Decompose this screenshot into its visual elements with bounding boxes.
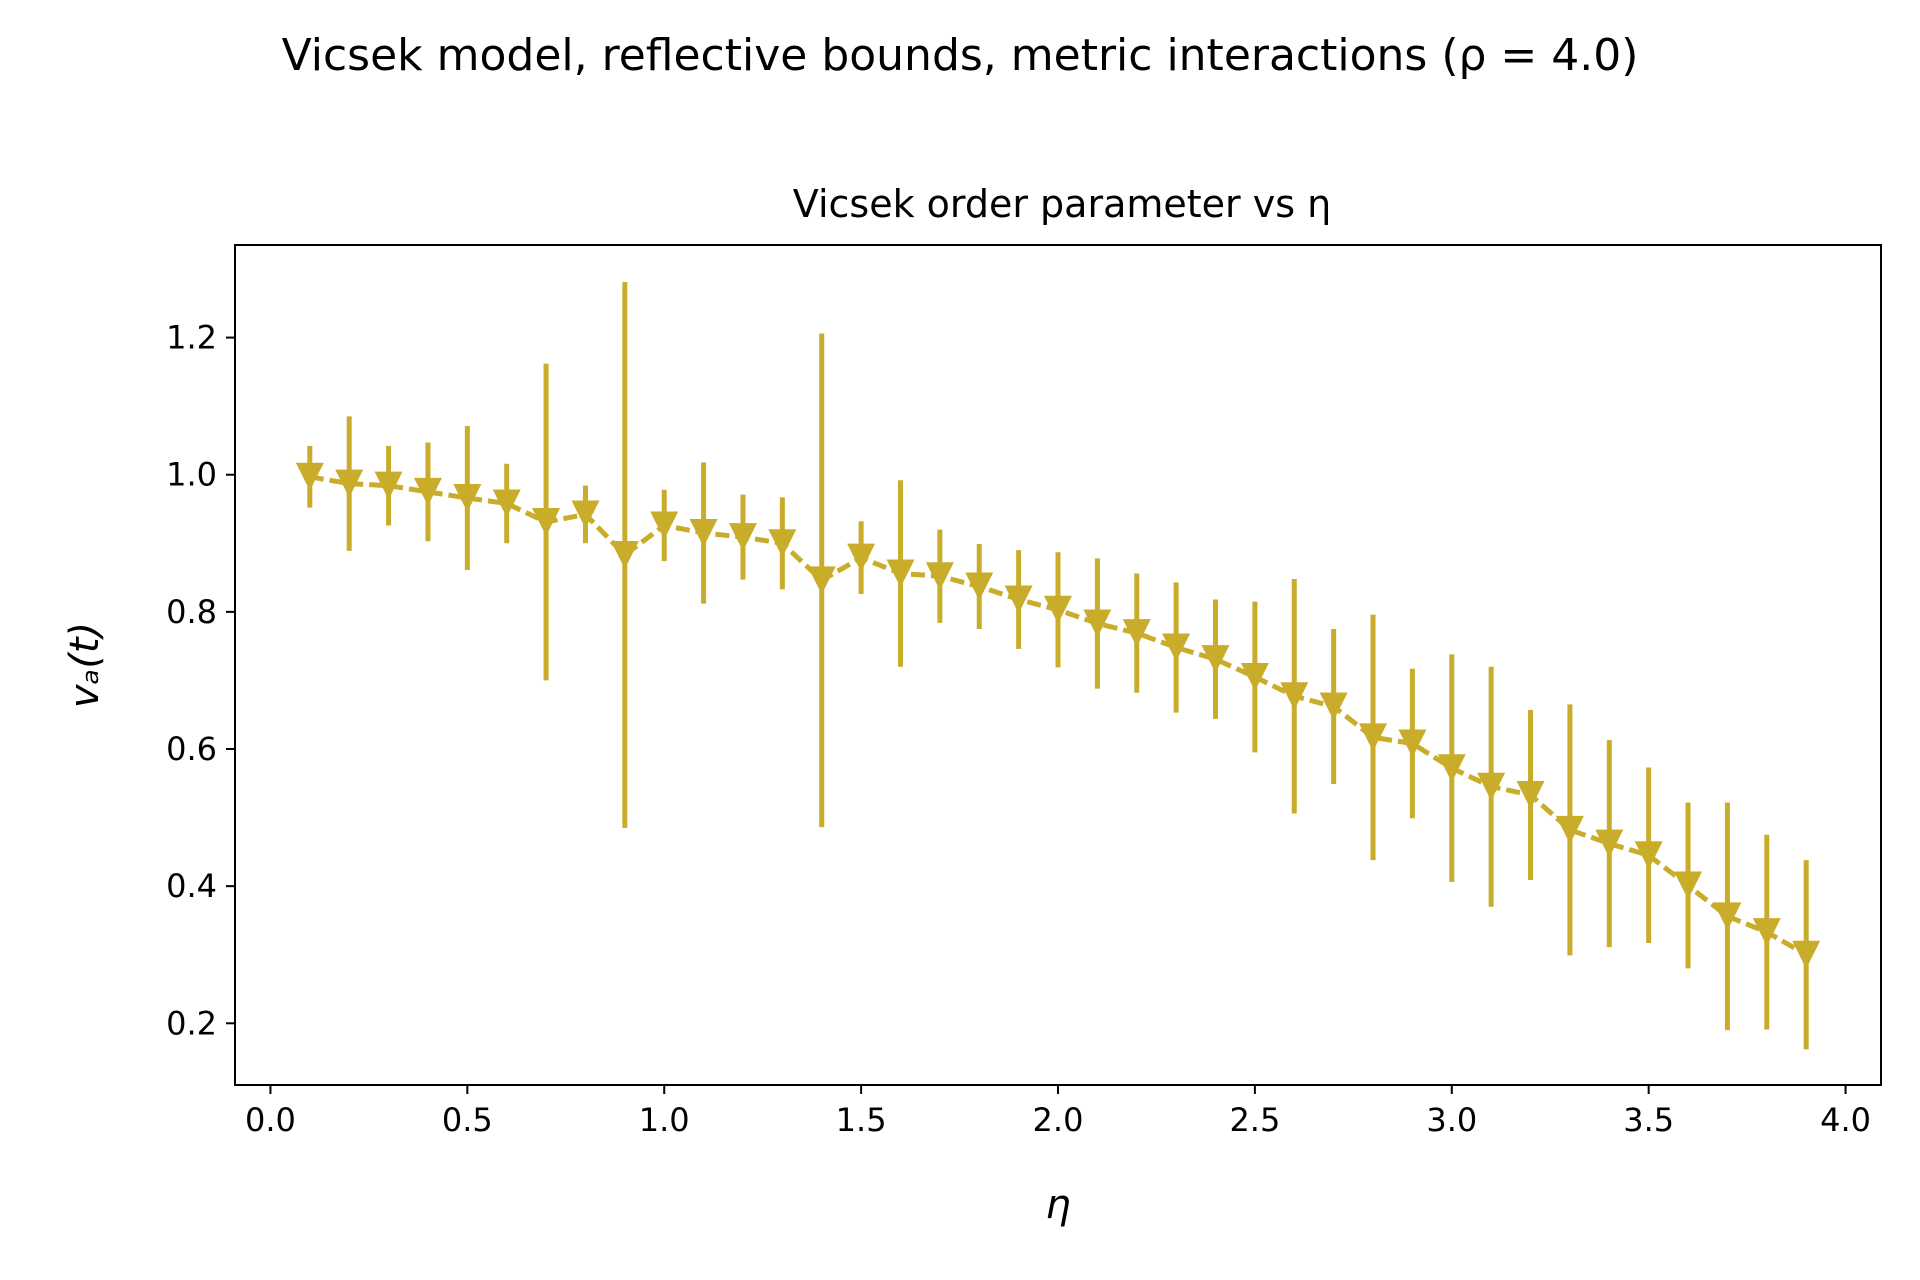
data-point-marker	[1752, 918, 1781, 947]
x-tick-label: 2.5	[1229, 1101, 1280, 1139]
y-tick-label: 0.4	[166, 867, 217, 905]
y-tick-label: 1.2	[166, 319, 217, 357]
data-point-marker	[847, 543, 876, 572]
data-point-marker	[1240, 663, 1269, 691]
data-point-marker	[1319, 692, 1348, 721]
chart-title: Vicsek order parameter vs η	[793, 182, 1331, 226]
data-point-marker	[1122, 619, 1151, 648]
x-tick-label: 3.0	[1426, 1101, 1477, 1139]
data-point-marker	[492, 489, 521, 518]
data-point-marker	[610, 540, 639, 569]
data-point-marker	[453, 484, 482, 513]
series-line	[309, 474, 1808, 957]
data-point-marker	[1595, 829, 1624, 858]
data-point-marker	[1004, 585, 1033, 614]
x-tick-label: 4.0	[1820, 1101, 1871, 1139]
data-point-marker	[532, 508, 561, 537]
data-point-marker	[1201, 645, 1230, 674]
data-point-marker	[965, 572, 994, 601]
data-point-marker	[295, 462, 324, 491]
data-point-marker	[374, 471, 403, 500]
error-bars	[307, 282, 1809, 1050]
data-point-marker	[1477, 772, 1506, 801]
x-tick-label: 3.5	[1623, 1101, 1674, 1139]
y-axis-label: vₐ(t)	[62, 622, 108, 708]
x-tick-label: 1.0	[639, 1101, 690, 1139]
y-tick-label: 0.8	[166, 593, 217, 631]
data-point-marker	[807, 566, 836, 595]
y-tick-label: 0.6	[166, 730, 217, 768]
y-tick-label: 1.0	[166, 456, 217, 494]
y-tick-label: 0.2	[166, 1004, 217, 1042]
x-tick-label: 0.5	[442, 1101, 493, 1139]
data-point-marker	[1162, 633, 1191, 662]
data-point-marker	[925, 562, 954, 591]
plot-frame	[234, 244, 1882, 1086]
data-point-marker	[1516, 780, 1545, 809]
x-tick-label: 2.0	[1033, 1101, 1084, 1139]
data-point-marker	[1280, 682, 1309, 711]
data-point-marker	[1359, 723, 1388, 752]
data-point-marker	[1083, 609, 1112, 638]
data-point-marker	[571, 500, 600, 529]
y-axis: 0.2 0.4 0.6 0.8 1.0 1.2	[166, 319, 235, 1042]
data-point-marker	[335, 469, 364, 498]
x-axis-label: η	[1045, 1182, 1070, 1228]
data-point-marker	[1713, 902, 1742, 931]
data-point-marker	[1674, 871, 1703, 900]
x-tick-label: 0.0	[245, 1101, 296, 1139]
data-point-marker	[768, 529, 797, 558]
data-point-marker	[1555, 815, 1584, 844]
data-point-marker	[1792, 940, 1821, 969]
data-point-marker	[1398, 729, 1427, 758]
data-point-marker	[1437, 754, 1466, 783]
data-point-marker	[1634, 841, 1663, 870]
data-point-marker	[1044, 595, 1072, 624]
data-markers	[295, 462, 1821, 969]
data-point-marker	[689, 519, 718, 547]
figure-suptitle: Vicsek model, reflective bounds, metric …	[282, 30, 1639, 81]
data-point-marker	[650, 511, 679, 540]
x-axis: 0.0 0.5 1.0 1.5 2.0 2.5 3.0 3.5 4.0	[245, 1085, 1871, 1139]
data-point-marker	[728, 523, 757, 552]
data-point-marker	[886, 559, 915, 588]
x-tick-label: 1.5	[836, 1101, 887, 1139]
data-point-marker	[413, 477, 442, 506]
